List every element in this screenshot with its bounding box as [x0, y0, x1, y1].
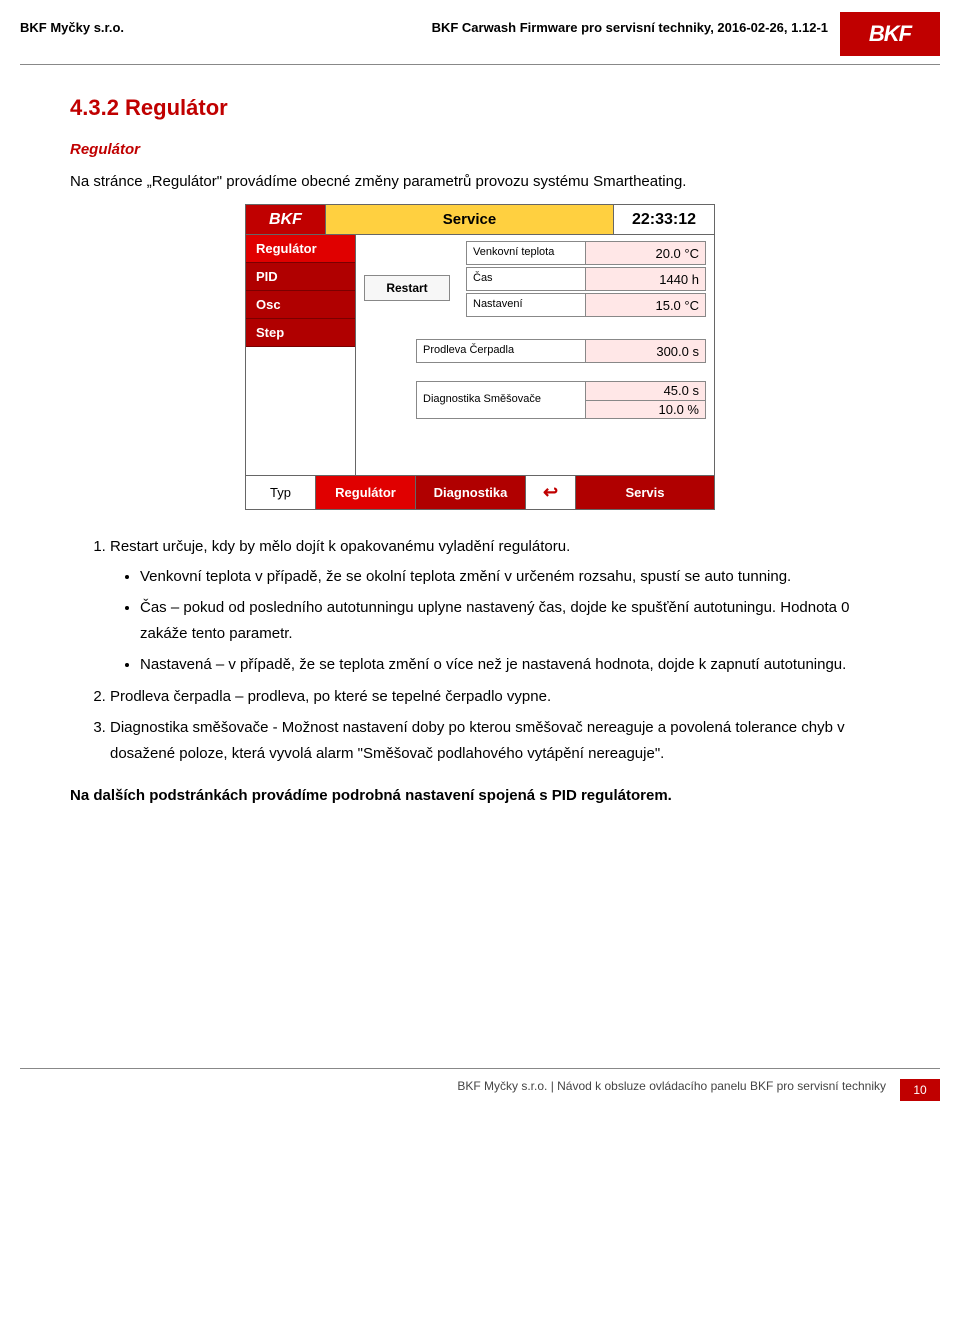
ui-logo: BKF	[246, 205, 326, 234]
sidebar-item-step[interactable]: Step	[246, 319, 355, 347]
row-pump-delay: Prodleva Čerpadla 300.0 s	[416, 339, 706, 363]
page-number: 10	[900, 1079, 940, 1101]
sidebar-item-osc[interactable]: Osc	[246, 291, 355, 319]
ui-top-bar: BKF Service 22:33:12	[246, 205, 714, 235]
sub-bullets: Venkovní teplota v případě, že se okolní…	[110, 564, 890, 678]
bottom-typ[interactable]: Typ	[246, 476, 316, 509]
page-footer: BKF Myčky s.r.o. | Návod k obsluze ovlád…	[0, 1069, 960, 1119]
section-heading: 4.3.2 Regulátor	[70, 95, 890, 121]
section-subhead: Regulátor	[70, 141, 890, 158]
bullet-nastavena: Nastavená – v případě, že se teplota změ…	[140, 652, 890, 678]
value-pump-delay[interactable]: 300.0 s	[586, 339, 706, 363]
ui-bottom-bar: Typ Regulátor Diagnostika ↩ Servis	[246, 475, 714, 509]
list-item-1: Restart určuje, kdy by mělo dojít k opak…	[110, 534, 890, 678]
label-pump-delay: Prodleva Čerpadla	[416, 339, 586, 363]
ui-params-diag: Diagnostika Směšovače 45.0 s 10.0 %	[416, 381, 706, 421]
value-setpoint[interactable]: 15.0 °C	[586, 293, 706, 317]
list-item-3: Diagnostika směšovače - Možnost nastaven…	[110, 715, 890, 766]
bottom-regulator[interactable]: Regulátor	[316, 476, 416, 509]
numbered-list: Restart určuje, kdy by mělo dojít k opak…	[70, 534, 890, 766]
content-area: 4.3.2 Regulátor Regulátor Na stránce „Re…	[0, 65, 960, 848]
restart-button[interactable]: Restart	[364, 275, 450, 301]
value-mixer-diag-pct[interactable]: 10.0 %	[586, 400, 706, 420]
ui-params-top: Venkovní teplota 20.0 °C Čas 1440 h Nast…	[466, 241, 706, 319]
bullet-cas: Čas – pokud od posledního autotunningu u…	[140, 595, 890, 646]
label-outdoor-temp: Venkovní teplota	[466, 241, 586, 265]
sidebar-item-pid[interactable]: PID	[246, 263, 355, 291]
value-mixer-diag-time[interactable]: 45.0 s	[586, 381, 706, 400]
bottom-back-icon[interactable]: ↩	[526, 476, 576, 509]
row-outdoor-temp: Venkovní teplota 20.0 °C	[466, 241, 706, 265]
value-mixer-diag-group: 45.0 s 10.0 %	[586, 381, 706, 419]
row-time: Čas 1440 h	[466, 267, 706, 291]
row-mixer-diag: Diagnostika Směšovače 45.0 s 10.0 %	[416, 381, 706, 419]
closing-paragraph: Na dalších podstránkách provádíme podrob…	[70, 784, 890, 808]
page-spacer	[0, 848, 960, 1068]
ui-main-panel: Restart Venkovní teplota 20.0 °C Čas 144…	[356, 235, 714, 475]
page-header: BKF Myčky s.r.o. BKF Carwash Firmware pr…	[0, 0, 960, 56]
bottom-diagnostika[interactable]: Diagnostika	[416, 476, 526, 509]
ui-body: Regulátor PID Osc Step Restart Venkovní …	[246, 235, 714, 475]
intro-paragraph: Na stránce „Regulátor" provádíme obecné …	[70, 170, 890, 194]
bottom-servis[interactable]: Servis	[576, 476, 714, 509]
list-item-1-lead: Restart určuje, kdy by mělo dojít k opak…	[110, 538, 570, 555]
value-outdoor-temp[interactable]: 20.0 °C	[586, 241, 706, 265]
ui-clock: 22:33:12	[614, 205, 714, 234]
bkf-logo: BKF	[840, 12, 940, 56]
footer-text: BKF Myčky s.r.o. | Návod k obsluze ovlád…	[20, 1079, 900, 1101]
ui-service-tab[interactable]: Service	[326, 205, 614, 234]
header-doc-title: BKF Carwash Firmware pro servisní techni…	[124, 12, 840, 35]
label-mixer-diag: Diagnostika Směšovače	[416, 381, 586, 419]
sidebar-item-regulator[interactable]: Regulátor	[246, 235, 355, 263]
ui-params-pump: Prodleva Čerpadla 300.0 s	[416, 339, 706, 365]
value-time[interactable]: 1440 h	[586, 267, 706, 291]
sidebar-spacer	[246, 347, 355, 475]
header-company: BKF Myčky s.r.o.	[20, 12, 124, 35]
label-setpoint: Nastavení	[466, 293, 586, 317]
ui-sidebar: Regulátor PID Osc Step	[246, 235, 356, 475]
bullet-venkovni: Venkovní teplota v případě, že se okolní…	[140, 564, 890, 590]
ui-screenshot: BKF Service 22:33:12 Regulátor PID Osc S…	[245, 204, 715, 510]
label-time: Čas	[466, 267, 586, 291]
row-setpoint: Nastavení 15.0 °C	[466, 293, 706, 317]
list-item-2: Prodleva čerpadla – prodleva, po které s…	[110, 684, 890, 710]
